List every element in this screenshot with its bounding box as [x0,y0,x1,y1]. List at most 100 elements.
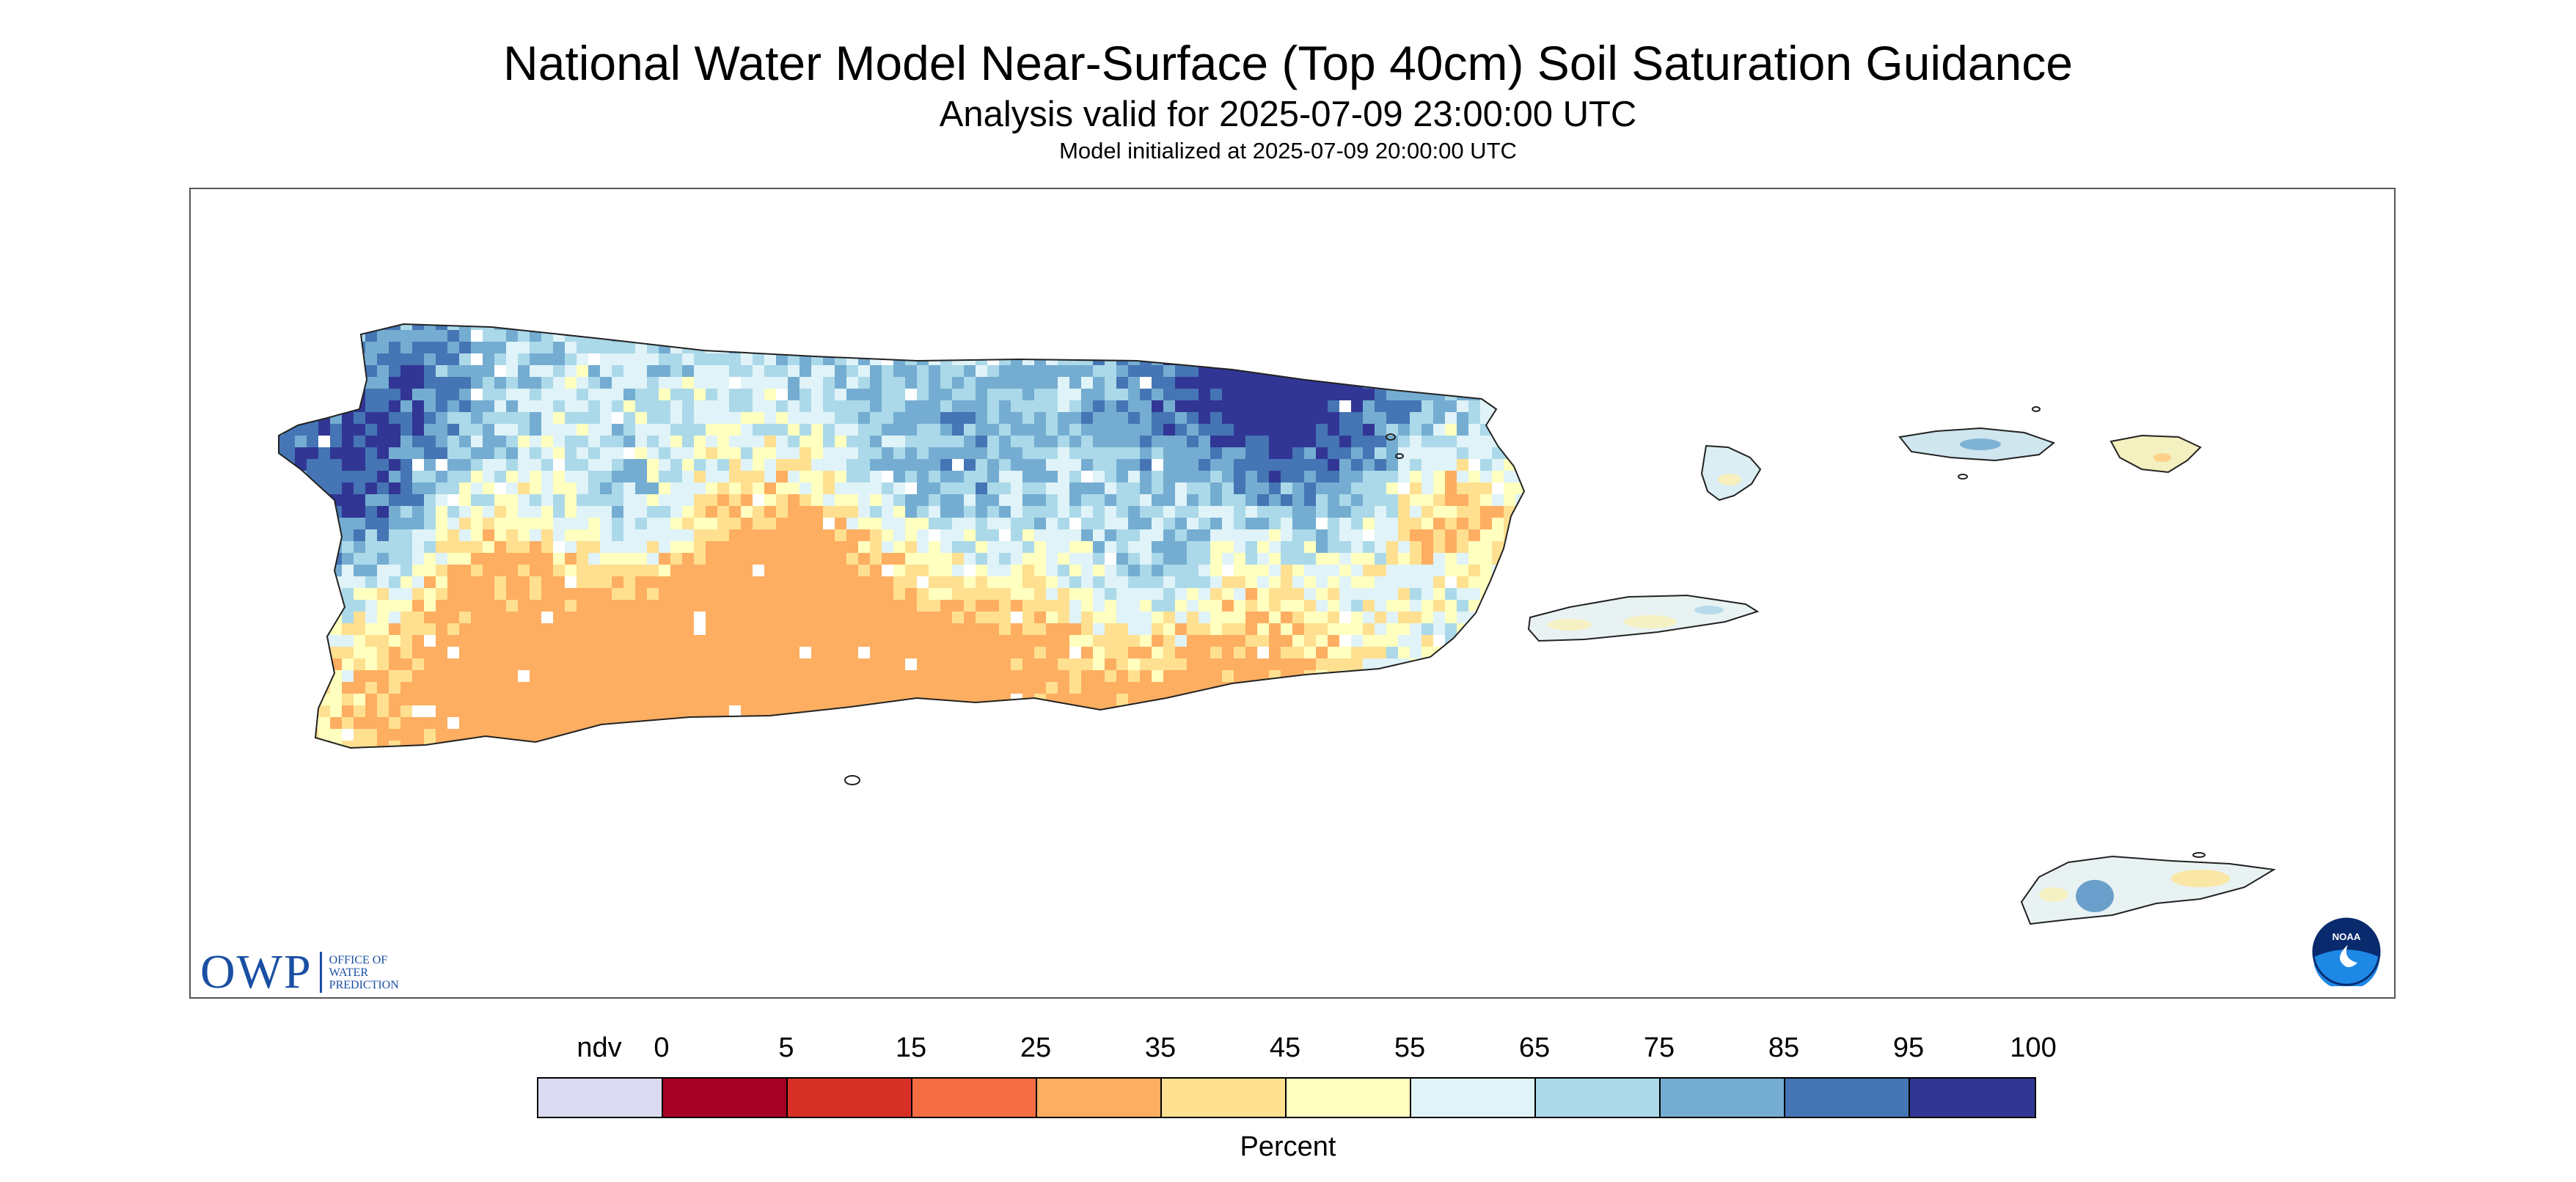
saturation-cell [436,541,448,554]
saturation-cell [1398,412,1410,425]
saturation-cell [342,694,354,706]
saturation-cell [506,694,519,706]
saturation-cell [917,447,929,460]
saturation-cell [1339,412,1352,425]
saturation-cell [1292,541,1305,554]
puerto-rico-main-island [278,323,1525,765]
saturation-cell [1093,647,1105,659]
saturation-cell [741,459,753,471]
saturation-cell [1187,694,1199,706]
saturation-cell [1410,324,1422,331]
saturation-cell [929,324,941,331]
saturation-cell [858,565,871,577]
saturation-cell [858,459,871,471]
saturation-cell [1081,588,1094,601]
saturation-cell [1492,529,1504,542]
saturation-cell [1480,447,1493,460]
saturation-cell [1058,635,1070,647]
saturation-cell [999,459,1011,471]
saturation-cell [1375,588,1387,601]
saturation-cell [612,424,624,436]
saturation-cell [659,494,671,507]
saturation-cell [1257,471,1270,483]
saturation-cell [694,400,706,413]
saturation-cell [342,647,354,659]
saturation-cell [377,623,389,636]
vieques-island [1527,594,1760,642]
saturation-cell [1445,365,1457,378]
saturation-cell [764,447,777,460]
saturation-cell [612,658,624,671]
saturation-cell [1457,342,1469,354]
saturation-cell [588,600,601,612]
saturation-cell [940,623,953,636]
saturation-cell [647,576,659,589]
saturation-cell [1199,389,1211,401]
saturation-cell [670,541,683,554]
saturation-cell [717,741,730,748]
saturation-cell [354,447,366,460]
saturation-cell [1152,494,1164,507]
saturation-cell [659,565,671,577]
saturation-cell [929,506,941,518]
saturation-cell [1457,682,1469,694]
saturation-cell [307,365,319,378]
saturation-cell [1304,588,1317,601]
saturation-cell [412,365,425,378]
saturation-cell [279,400,284,413]
saturation-cell [494,635,507,647]
saturation-cell [365,717,378,730]
saturation-cell [400,447,413,460]
saturation-cell [929,600,941,612]
saturation-cell [1222,623,1234,636]
saturation-cell [565,717,577,730]
saturation-cell [1292,623,1305,636]
saturation-cell [1234,612,1246,624]
saturation-cell [1351,729,1364,741]
saturation-cell [764,682,777,694]
saturation-cell [1515,647,1524,659]
saturation-cell [1034,324,1047,331]
saturation-cell [1433,377,1446,389]
saturation-cell [706,717,718,730]
saturation-cell [565,377,577,389]
saturation-cell [670,670,683,683]
colorbar-tick-label: 15 [895,1032,927,1063]
saturation-cell [1140,424,1152,436]
saturation-cell [354,600,366,612]
saturation-cell [1375,717,1387,730]
saturation-cell [893,389,906,401]
saturation-cell [846,330,859,342]
saturation-cell [870,752,882,765]
saturation-cell [753,612,765,624]
saturation-cell [635,588,648,601]
saturation-cell [1386,353,1399,366]
saturation-cell [318,518,331,530]
saturation-cell [1281,612,1293,624]
saturation-cell [1269,553,1281,565]
saturation-cell [999,330,1011,342]
saturation-cell [788,647,800,659]
saturation-cell [588,658,601,671]
saturation-cell [1316,353,1328,366]
saturation-cell [1222,647,1234,659]
saturation-cell [846,447,859,460]
saturation-cell [1433,705,1446,718]
saturation-cell [612,612,624,624]
saturation-cell [635,612,648,624]
saturation-cell [506,412,519,425]
saturation-cell [365,623,378,636]
saturation-cell [588,459,601,471]
saturation-cell [1058,553,1070,565]
saturation-cell [1257,600,1270,612]
saturation-cell [553,576,566,589]
saturation-cell [694,635,706,647]
saturation-cell [1058,506,1070,518]
saturation-cell [1175,741,1188,748]
saturation-cell [846,553,859,565]
saturation-cell [424,324,436,331]
saturation-cell [870,365,882,378]
saturation-cell [952,424,965,436]
saturation-cell [471,565,483,577]
saturation-cell [1245,541,1258,554]
